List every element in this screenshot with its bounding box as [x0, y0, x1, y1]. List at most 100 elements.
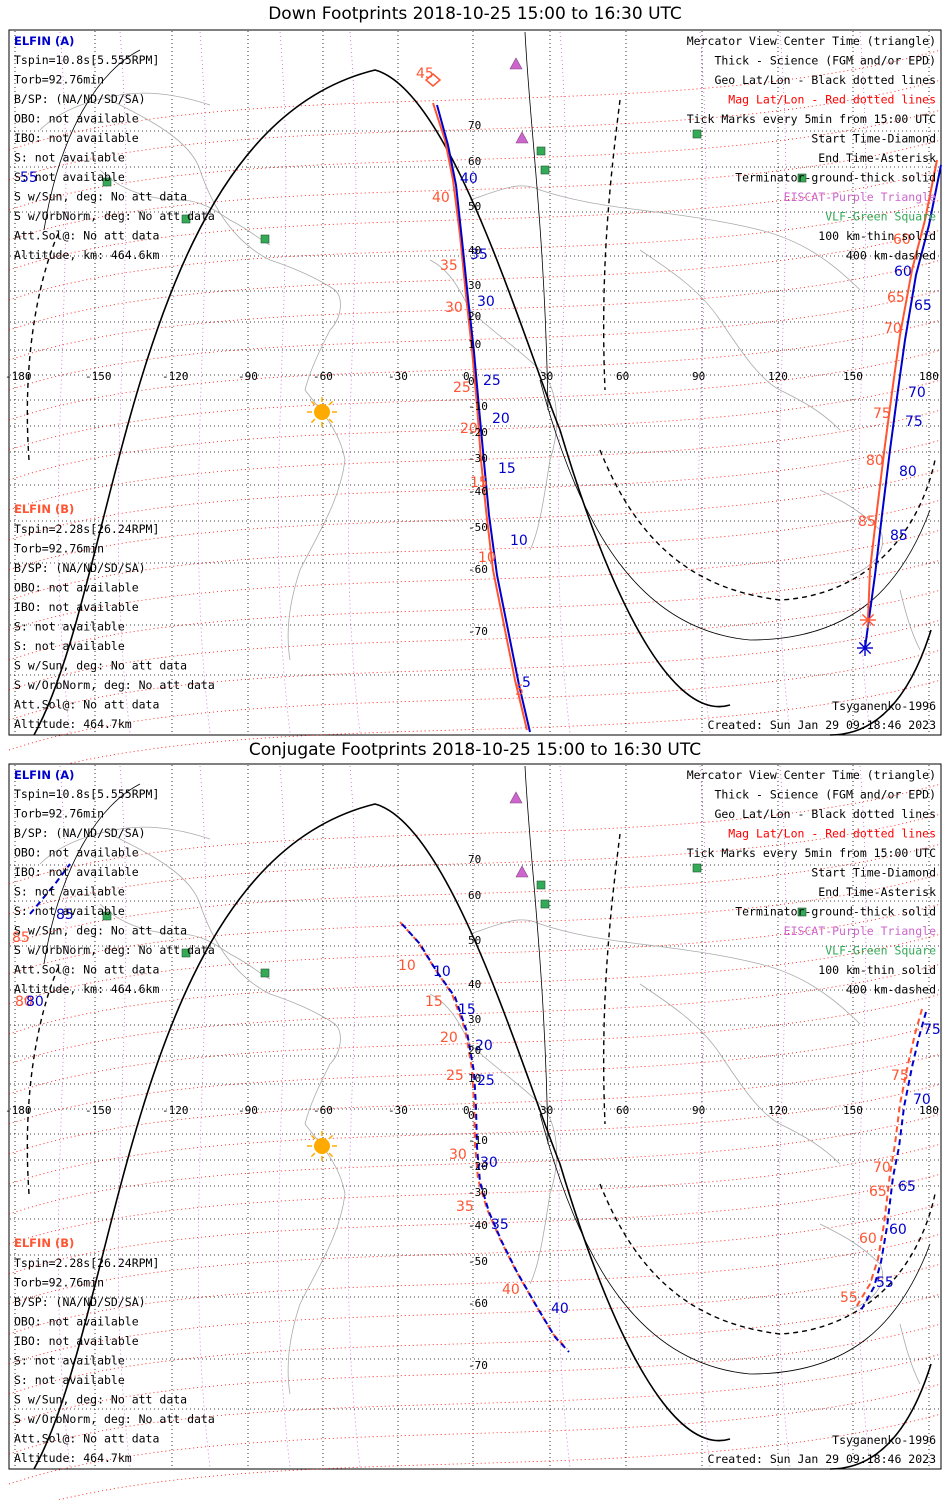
- mag-lon-curve: [117, 765, 131, 1468]
- elfin-a-info-line: S w/OrbNorm, deg: No att data: [14, 943, 215, 957]
- legend-entry: Start Time-Diamond: [811, 866, 936, 880]
- lat-tick-label: -70: [468, 625, 488, 638]
- lat-tick-label: 70: [468, 853, 481, 866]
- lat-tick-label: 30: [468, 279, 481, 292]
- elfin-b-info-line: IBO: not available: [14, 1334, 139, 1348]
- end-asterisk: [861, 613, 875, 627]
- elfin-a-info-line: OBO: not available: [14, 846, 139, 860]
- lat-tick-label: 10: [468, 1072, 481, 1085]
- track-b-tick-label: 45: [416, 66, 434, 82]
- track-a-tick-label: 40: [460, 171, 478, 187]
- lat-tick-label: 50: [468, 934, 481, 947]
- coastline: [109, 833, 341, 1125]
- track-a-tick-label: 65: [914, 298, 932, 314]
- track-a-tick-label: 30: [477, 294, 495, 310]
- track-b-tick-label: 15: [425, 994, 443, 1010]
- mag-lat-curve: [8, 79, 942, 181]
- elfin-a-info-line: Tspin=10.8s[5.555RPM]: [14, 787, 159, 801]
- elfin-a-info-line: B/SP: (NA/ND/SD/SA): [14, 92, 146, 106]
- elfin-b-info-line: Altitude: 464.7km: [14, 1451, 132, 1465]
- track-a-tick-label: 80: [899, 464, 917, 480]
- mag-lat-curve: [8, 49, 942, 151]
- coastline: [429, 993, 557, 1285]
- sun-ray: [328, 1152, 334, 1158]
- elfin-a-info-line: Att.Sol@: No att data: [14, 963, 159, 977]
- elfin-b-info-line: Torb=92.76min: [14, 542, 104, 556]
- mag-lat-curve: [8, 289, 942, 391]
- mag-lat-curve: [8, 1143, 942, 1245]
- vlf-square: [692, 129, 702, 139]
- elfin-a-info-line: Torb=92.76min: [14, 807, 104, 821]
- legend-entry: Terminator-ground-thick solid: [735, 905, 936, 919]
- track-b-tick-label: 80: [15, 994, 33, 1010]
- mag-lat-curve: [8, 843, 942, 945]
- lat-tick-label: 10: [468, 338, 481, 351]
- sun-ray: [328, 418, 334, 424]
- lon-tick-label: -120: [162, 1104, 189, 1117]
- track-a-tick-label: 80: [26, 994, 44, 1010]
- track-a-tick-label: 35: [491, 1217, 509, 1233]
- elfin-b-info-line: S: not available: [14, 1354, 125, 1368]
- mag-lat-curve: [8, 319, 942, 421]
- lon-tick-label: -120: [162, 370, 189, 383]
- legend-entry: Terminator-ground-thick solid: [735, 171, 936, 185]
- lat-tick-label: 30: [468, 1013, 481, 1026]
- legend-entry: Mag Lat/Lon - Red dotted lines: [728, 93, 936, 107]
- center-time-line: [524, 765, 549, 1145]
- vlf-square: [260, 968, 270, 978]
- mag-lat-curve: [8, 903, 942, 1005]
- vlf-square: [181, 948, 191, 958]
- legend-entry: Tick Marks every 5min from 15:00 UTC: [687, 112, 936, 126]
- track-a-tick-label: 5: [522, 675, 531, 691]
- track-a-tick-label: 60: [889, 1222, 907, 1238]
- lat-tick-label: -40: [468, 485, 488, 498]
- track-a-tick-label: 75: [905, 414, 923, 430]
- lat-tick-label: -40: [468, 1219, 488, 1232]
- panel-title-down: Down Footprints 2018-10-25 15:00 to 16:3…: [268, 4, 682, 24]
- mag-lat-curve: [8, 1083, 942, 1185]
- lat-tick-label: -20: [468, 426, 488, 439]
- track-b-tick-label: 25: [453, 380, 471, 396]
- track-b-tick-label: 20: [460, 421, 478, 437]
- elfin-a-info-line: Tspin=10.8s[5.555RPM]: [14, 53, 159, 67]
- lat-tick-label: 20: [468, 1044, 481, 1057]
- track-a-tick-label: 15: [498, 461, 516, 477]
- legend-entry: Mercator View Center Time (triangle): [687, 34, 936, 48]
- track-a-tick-label: 55: [20, 170, 38, 186]
- vlf-square: [797, 173, 807, 183]
- track-b-tick-label: 30: [445, 300, 463, 316]
- legend-entry: 400 km-dashed: [846, 249, 936, 263]
- mag-lat-curve: [8, 1053, 942, 1155]
- lat-tick-label: 60: [468, 889, 481, 902]
- elfin-a-label: ELFIN (A): [14, 768, 74, 782]
- track-a-tick-label: 85: [890, 528, 908, 544]
- mag-lat-curve: [8, 1233, 942, 1335]
- elfin-a-info-line: Att.Sol@: No att data: [14, 229, 159, 243]
- elfin-b-info-line: S w/Sun, deg: No att data: [14, 659, 187, 673]
- elfin-b-info-line: Att.Sol@: No att data: [14, 698, 159, 712]
- lon-tick-label: 150: [843, 1104, 863, 1117]
- lon-tick-label: 60: [616, 370, 629, 383]
- coastline: [899, 1323, 921, 1385]
- coastline: [469, 185, 861, 291]
- eiscat-triangle: [509, 791, 523, 804]
- track-a-tick-label: 70: [913, 1092, 931, 1108]
- track-b-tick-label: 40: [432, 190, 450, 206]
- legend-entry: EISCAT-Purple Triangle: [784, 190, 936, 204]
- elfin-b-info-line: S w/Sun, deg: No att data: [14, 1393, 187, 1407]
- vlf-square: [260, 234, 270, 244]
- panel-down: 4540353025201510560657075808540353025201…: [5, 29, 942, 781]
- lat-tick-label: -60: [468, 563, 488, 576]
- track-b-tick-label: 75: [891, 1068, 909, 1084]
- mag-lon-curve: [777, 31, 791, 734]
- lon-tick-label: -30: [388, 370, 408, 383]
- mag-lat-curve: [8, 559, 942, 661]
- mag-lat-curve: [8, 1113, 942, 1215]
- legend-entry: 100 km-thin solid: [818, 963, 936, 977]
- mag-lon-curve: [57, 765, 71, 1468]
- terminator-ground-east: [829, 629, 932, 736]
- vlf-square: [692, 863, 702, 873]
- start-diamond: [424, 73, 442, 87]
- coastline: [639, 249, 841, 431]
